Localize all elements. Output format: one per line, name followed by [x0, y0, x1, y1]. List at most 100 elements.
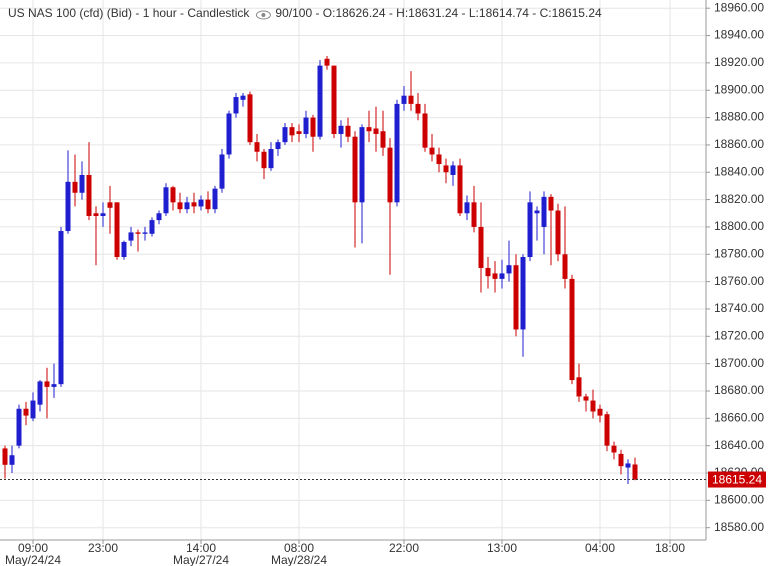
candle-body	[170, 187, 176, 203]
candle-body	[107, 202, 113, 208]
candle-body	[604, 414, 610, 446]
candle-body	[611, 445, 617, 453]
y-tick-label: 18760.00	[714, 274, 764, 288]
x-tick-label: 09:00	[18, 541, 48, 555]
candle-body	[135, 232, 141, 234]
candle-body	[177, 202, 183, 210]
candle-body	[233, 97, 239, 114]
x-tick-label: 04:00	[585, 541, 615, 555]
ohlc-info: 90/100 - O:18626.24 - H:18631.24 - L:186…	[275, 6, 602, 20]
candle-body	[457, 165, 463, 214]
y-tick-label: 18680.00	[714, 383, 764, 397]
x-tick-label: 18:00	[655, 541, 685, 555]
candle-body	[464, 202, 470, 214]
candle-body	[569, 278, 575, 381]
candle-body	[65, 181, 71, 232]
candle-body	[317, 65, 323, 137]
candle-body	[142, 232, 148, 234]
candle-body	[324, 58, 330, 66]
candle-body	[415, 103, 421, 114]
candle-body	[51, 384, 57, 387]
y-tick-label: 18580.00	[714, 520, 764, 534]
x-tick-label: 14:00	[186, 541, 216, 555]
candle-body	[499, 273, 505, 279]
candle-body	[366, 127, 372, 132]
candle-body	[597, 408, 603, 416]
candle-body	[373, 128, 379, 134]
candle-body	[37, 381, 43, 405]
candle-body	[198, 199, 204, 207]
candle-body	[86, 174, 92, 216]
candle-body	[184, 202, 190, 210]
candle-body	[527, 202, 533, 258]
candle-body	[163, 187, 169, 214]
candle-body	[303, 117, 309, 134]
candle-body	[632, 464, 638, 480]
y-tick-label: 18940.00	[714, 28, 764, 42]
x-tick-label: 08:00	[284, 541, 314, 555]
candle-body	[562, 254, 568, 279]
candle-body	[128, 232, 134, 241]
candle-body	[93, 213, 99, 216]
candle-body	[471, 202, 477, 227]
candle-body	[72, 181, 78, 193]
candle-body	[583, 396, 589, 401]
x-date-label: May/24/24	[5, 553, 61, 566]
candle-body	[443, 165, 449, 173]
y-tick-label: 18600.00	[714, 493, 764, 507]
y-tick-label: 18640.00	[714, 438, 764, 452]
candle-body	[408, 95, 414, 104]
candle-body	[387, 147, 393, 203]
candle-body	[380, 131, 386, 148]
candle-body	[394, 103, 400, 203]
candles	[2, 56, 638, 484]
candle-body	[422, 113, 428, 148]
candle-body	[310, 117, 316, 137]
candle-body	[254, 142, 260, 152]
y-tick-label: 18660.00	[714, 411, 764, 425]
candle-body	[79, 174, 85, 193]
chart-title: US NAS 100 (cfd) (Bid) - 1 hour - Candle…	[8, 6, 250, 20]
candle-body	[534, 210, 540, 214]
y-tick-label: 18740.00	[714, 301, 764, 315]
candle-body	[576, 377, 582, 397]
y-tick-label: 18780.00	[714, 246, 764, 260]
x-tick-label: 22:00	[389, 541, 419, 555]
eye-icon	[255, 10, 271, 20]
candle-body	[541, 196, 547, 227]
candle-body	[30, 400, 36, 419]
candle-body	[261, 151, 267, 169]
candle-body	[156, 213, 162, 221]
candle-body	[506, 265, 512, 274]
candle-body	[100, 213, 106, 216]
candle-body	[282, 127, 288, 143]
y-tick-label: 18880.00	[714, 110, 764, 124]
candle-body	[58, 231, 64, 385]
y-tick-label: 18840.00	[714, 164, 764, 178]
y-tick-label: 18900.00	[714, 82, 764, 96]
candle-body	[555, 210, 561, 255]
candle-body	[520, 257, 526, 330]
candle-body	[289, 127, 295, 136]
candle-body	[345, 125, 351, 137]
x-tick-label: 23:00	[88, 541, 118, 555]
y-tick-label: 18800.00	[714, 219, 764, 233]
y-tick-label: 18700.00	[714, 356, 764, 370]
candle-body	[2, 448, 8, 465]
candle-body	[590, 400, 596, 412]
candle-body	[478, 226, 484, 268]
candle-body	[338, 125, 344, 134]
candle-body	[618, 453, 624, 467]
candle-body	[212, 188, 218, 210]
last-price-box	[708, 471, 766, 488]
candle-body	[625, 463, 631, 468]
candle-body	[9, 455, 15, 465]
candle-body	[331, 65, 337, 134]
y-tick-label: 18960.00	[714, 0, 764, 14]
candle-body	[205, 199, 211, 210]
candle-body	[296, 131, 302, 134]
candle-body	[44, 381, 50, 387]
candle-body	[485, 267, 491, 277]
x-tick-label: 13:00	[487, 541, 517, 555]
